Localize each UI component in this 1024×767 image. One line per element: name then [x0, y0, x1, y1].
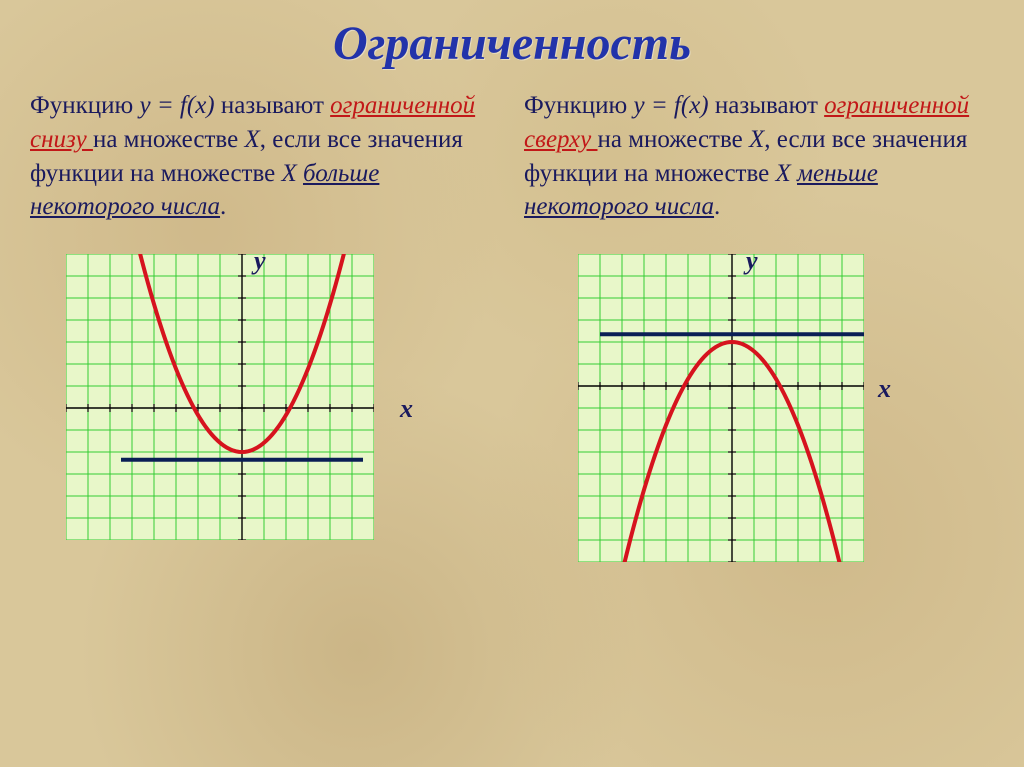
plot-svg	[578, 254, 864, 562]
y-axis-label: y	[746, 246, 758, 276]
text: Функцию	[30, 92, 139, 119]
definition-above: Функцию y = f(x) называют ограниченной с…	[524, 89, 994, 224]
x-axis-label: x	[878, 374, 891, 404]
text: .	[220, 193, 226, 220]
set-x: X	[281, 160, 296, 187]
set-x: X	[749, 126, 764, 153]
x-axis-label: x	[400, 394, 413, 424]
function-name: y = f(x)	[633, 92, 708, 119]
set-x: X	[244, 126, 259, 153]
text: на множестве	[93, 126, 245, 153]
chart-bounded-above: y x	[578, 254, 958, 562]
text: называют	[215, 92, 331, 119]
plot-svg	[66, 254, 374, 540]
function-name: y = f(x)	[139, 92, 214, 119]
charts-row: y x y x	[0, 254, 1024, 562]
text: называют	[709, 92, 825, 119]
definitions-row: Функцию y = f(x) называют ограниченной с…	[0, 89, 1024, 224]
y-axis-label: y	[254, 246, 266, 276]
set-x: X	[775, 160, 790, 187]
text: на множестве	[598, 126, 750, 153]
text: .	[714, 193, 720, 220]
slide-title: Ограниченность	[0, 0, 1024, 71]
slide: Ограниченность Функцию y = f(x) называют…	[0, 0, 1024, 767]
text: Функцию	[524, 92, 633, 119]
chart-bounded-below: y x	[66, 254, 446, 562]
definition-below: Функцию y = f(x) называют ограниченной с…	[30, 89, 500, 224]
